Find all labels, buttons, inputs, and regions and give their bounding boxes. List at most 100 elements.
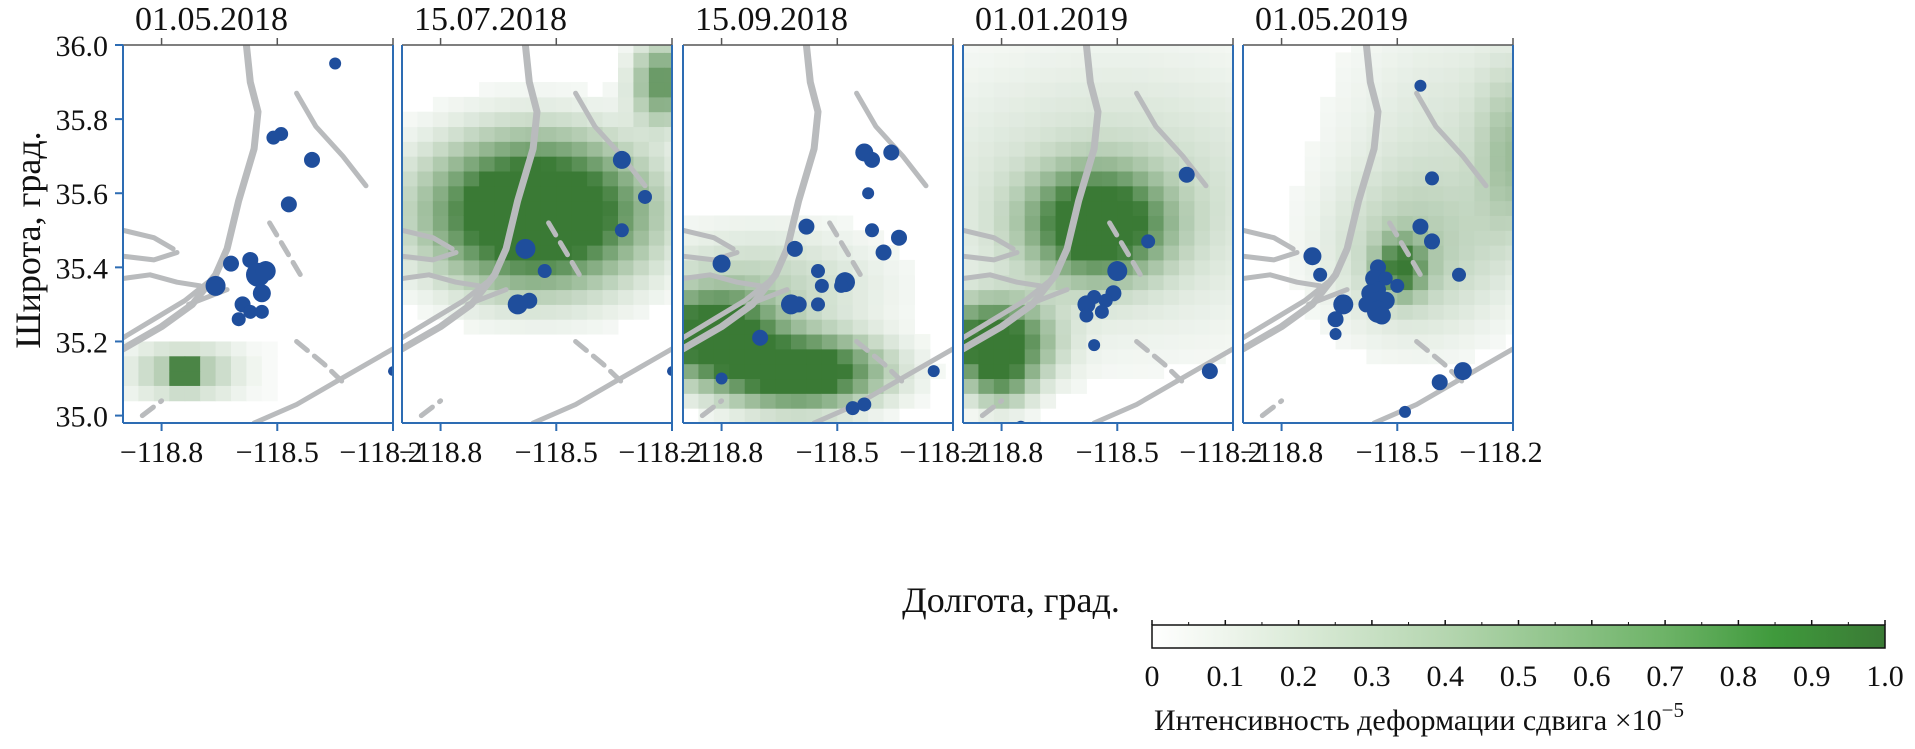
strain-cell — [978, 82, 995, 98]
strain-cell — [1443, 171, 1460, 187]
strain-cell — [760, 363, 777, 380]
strain-cell — [463, 185, 480, 202]
y-axis: 35.0 35.2 35.4 35.6 35.8 36.0 — [56, 30, 123, 434]
strain-cell — [1366, 230, 1383, 246]
strain-cell — [587, 141, 604, 157]
strain-cell — [993, 348, 1010, 365]
strain-cell — [1428, 259, 1445, 276]
strain-cell — [1132, 215, 1149, 231]
strain-cell — [744, 408, 761, 423]
fault-line — [963, 227, 1016, 252]
strain-cell — [1335, 156, 1352, 172]
fault-line — [418, 398, 444, 419]
strain-cell — [1381, 156, 1398, 172]
strain-cell — [1194, 111, 1211, 128]
strain-cell — [1443, 52, 1460, 68]
strain-cell — [1489, 67, 1506, 83]
strain-cell — [417, 304, 434, 320]
strain-cell — [993, 334, 1010, 350]
strain-cell — [1459, 52, 1475, 68]
strain-cell — [1024, 378, 1041, 394]
strain-cell — [868, 289, 885, 305]
strain-cell — [806, 334, 823, 350]
strain-cell — [1209, 52, 1226, 68]
strain-cell — [1040, 304, 1057, 320]
strain-cell — [775, 363, 792, 380]
strain-cell — [698, 259, 715, 276]
earthquake-marker — [223, 255, 239, 272]
earthquake-marker — [254, 304, 269, 319]
strain-cell — [587, 319, 604, 335]
strain-cell — [1459, 45, 1475, 53]
earthquake-marker — [712, 254, 731, 273]
strain-cell — [1148, 82, 1165, 98]
strain-cell — [648, 215, 665, 231]
strain-cell — [775, 319, 792, 335]
strain-cell — [1055, 82, 1072, 98]
strain-cell — [1101, 348, 1118, 365]
strain-cell — [664, 52, 672, 68]
earthquake-marker — [752, 329, 769, 346]
strain-cell — [556, 126, 573, 142]
strain-cell — [1148, 171, 1165, 187]
strain-cell — [791, 259, 807, 276]
strain-cell — [1194, 126, 1211, 142]
fault-line — [123, 45, 262, 353]
strain-cell — [1412, 289, 1429, 305]
strain-cell — [602, 215, 619, 231]
fault-line — [683, 279, 771, 341]
strain-cell — [1086, 348, 1103, 365]
strain-cell — [852, 230, 869, 246]
strain-cell — [806, 348, 823, 365]
strain-cell — [1320, 111, 1337, 128]
strain-cell — [1225, 259, 1233, 276]
earthquake-marker — [875, 244, 892, 261]
strain-cell — [1443, 334, 1460, 350]
fault-line — [979, 398, 1005, 419]
strain-cell — [1428, 67, 1445, 83]
strain-cell — [1148, 334, 1165, 350]
strain-cell — [648, 171, 665, 187]
strain-cell — [1225, 289, 1233, 305]
strain-cell — [587, 200, 604, 216]
earthquake-marker — [255, 261, 276, 282]
strain-cell — [1366, 200, 1383, 216]
strain-cell — [1194, 348, 1211, 365]
strain-cell — [402, 141, 418, 157]
strain-cell — [571, 185, 588, 202]
strain-cell — [664, 259, 672, 276]
strain-cell — [821, 393, 838, 409]
strain-cell — [1381, 96, 1398, 113]
strain-cell — [1071, 259, 1087, 276]
fault-line — [963, 250, 1020, 263]
strain-cell — [899, 334, 915, 350]
strain-cell — [963, 200, 979, 216]
strain-cell — [775, 393, 792, 409]
strain-cell — [729, 408, 746, 423]
strain-cell — [1179, 334, 1195, 350]
strain-cell — [1474, 319, 1491, 335]
strain-cell — [978, 171, 995, 187]
strain-cell — [1351, 52, 1367, 68]
strain-cell — [1304, 171, 1321, 187]
strain-cell — [432, 156, 449, 172]
strain-cell — [587, 156, 604, 172]
strain-cell — [1194, 334, 1211, 350]
earthquake-marker — [1333, 294, 1354, 315]
strain-cell — [448, 215, 465, 231]
strain-cell — [1040, 334, 1057, 350]
strain-cell — [1397, 185, 1414, 202]
strain-cell — [494, 141, 511, 157]
strain-cell — [899, 304, 915, 320]
strain-cell — [1117, 215, 1134, 231]
strain-cell — [479, 185, 496, 202]
strain-cell — [1225, 215, 1233, 231]
strain-cell — [494, 304, 511, 320]
strain-cell — [1071, 156, 1087, 172]
earthquake-marker — [1088, 339, 1101, 352]
strain-cell — [648, 126, 665, 142]
strain-cell — [1117, 67, 1134, 83]
strain-cell — [775, 274, 792, 291]
strain-cell — [1179, 304, 1195, 320]
strain-cell — [1443, 185, 1460, 202]
